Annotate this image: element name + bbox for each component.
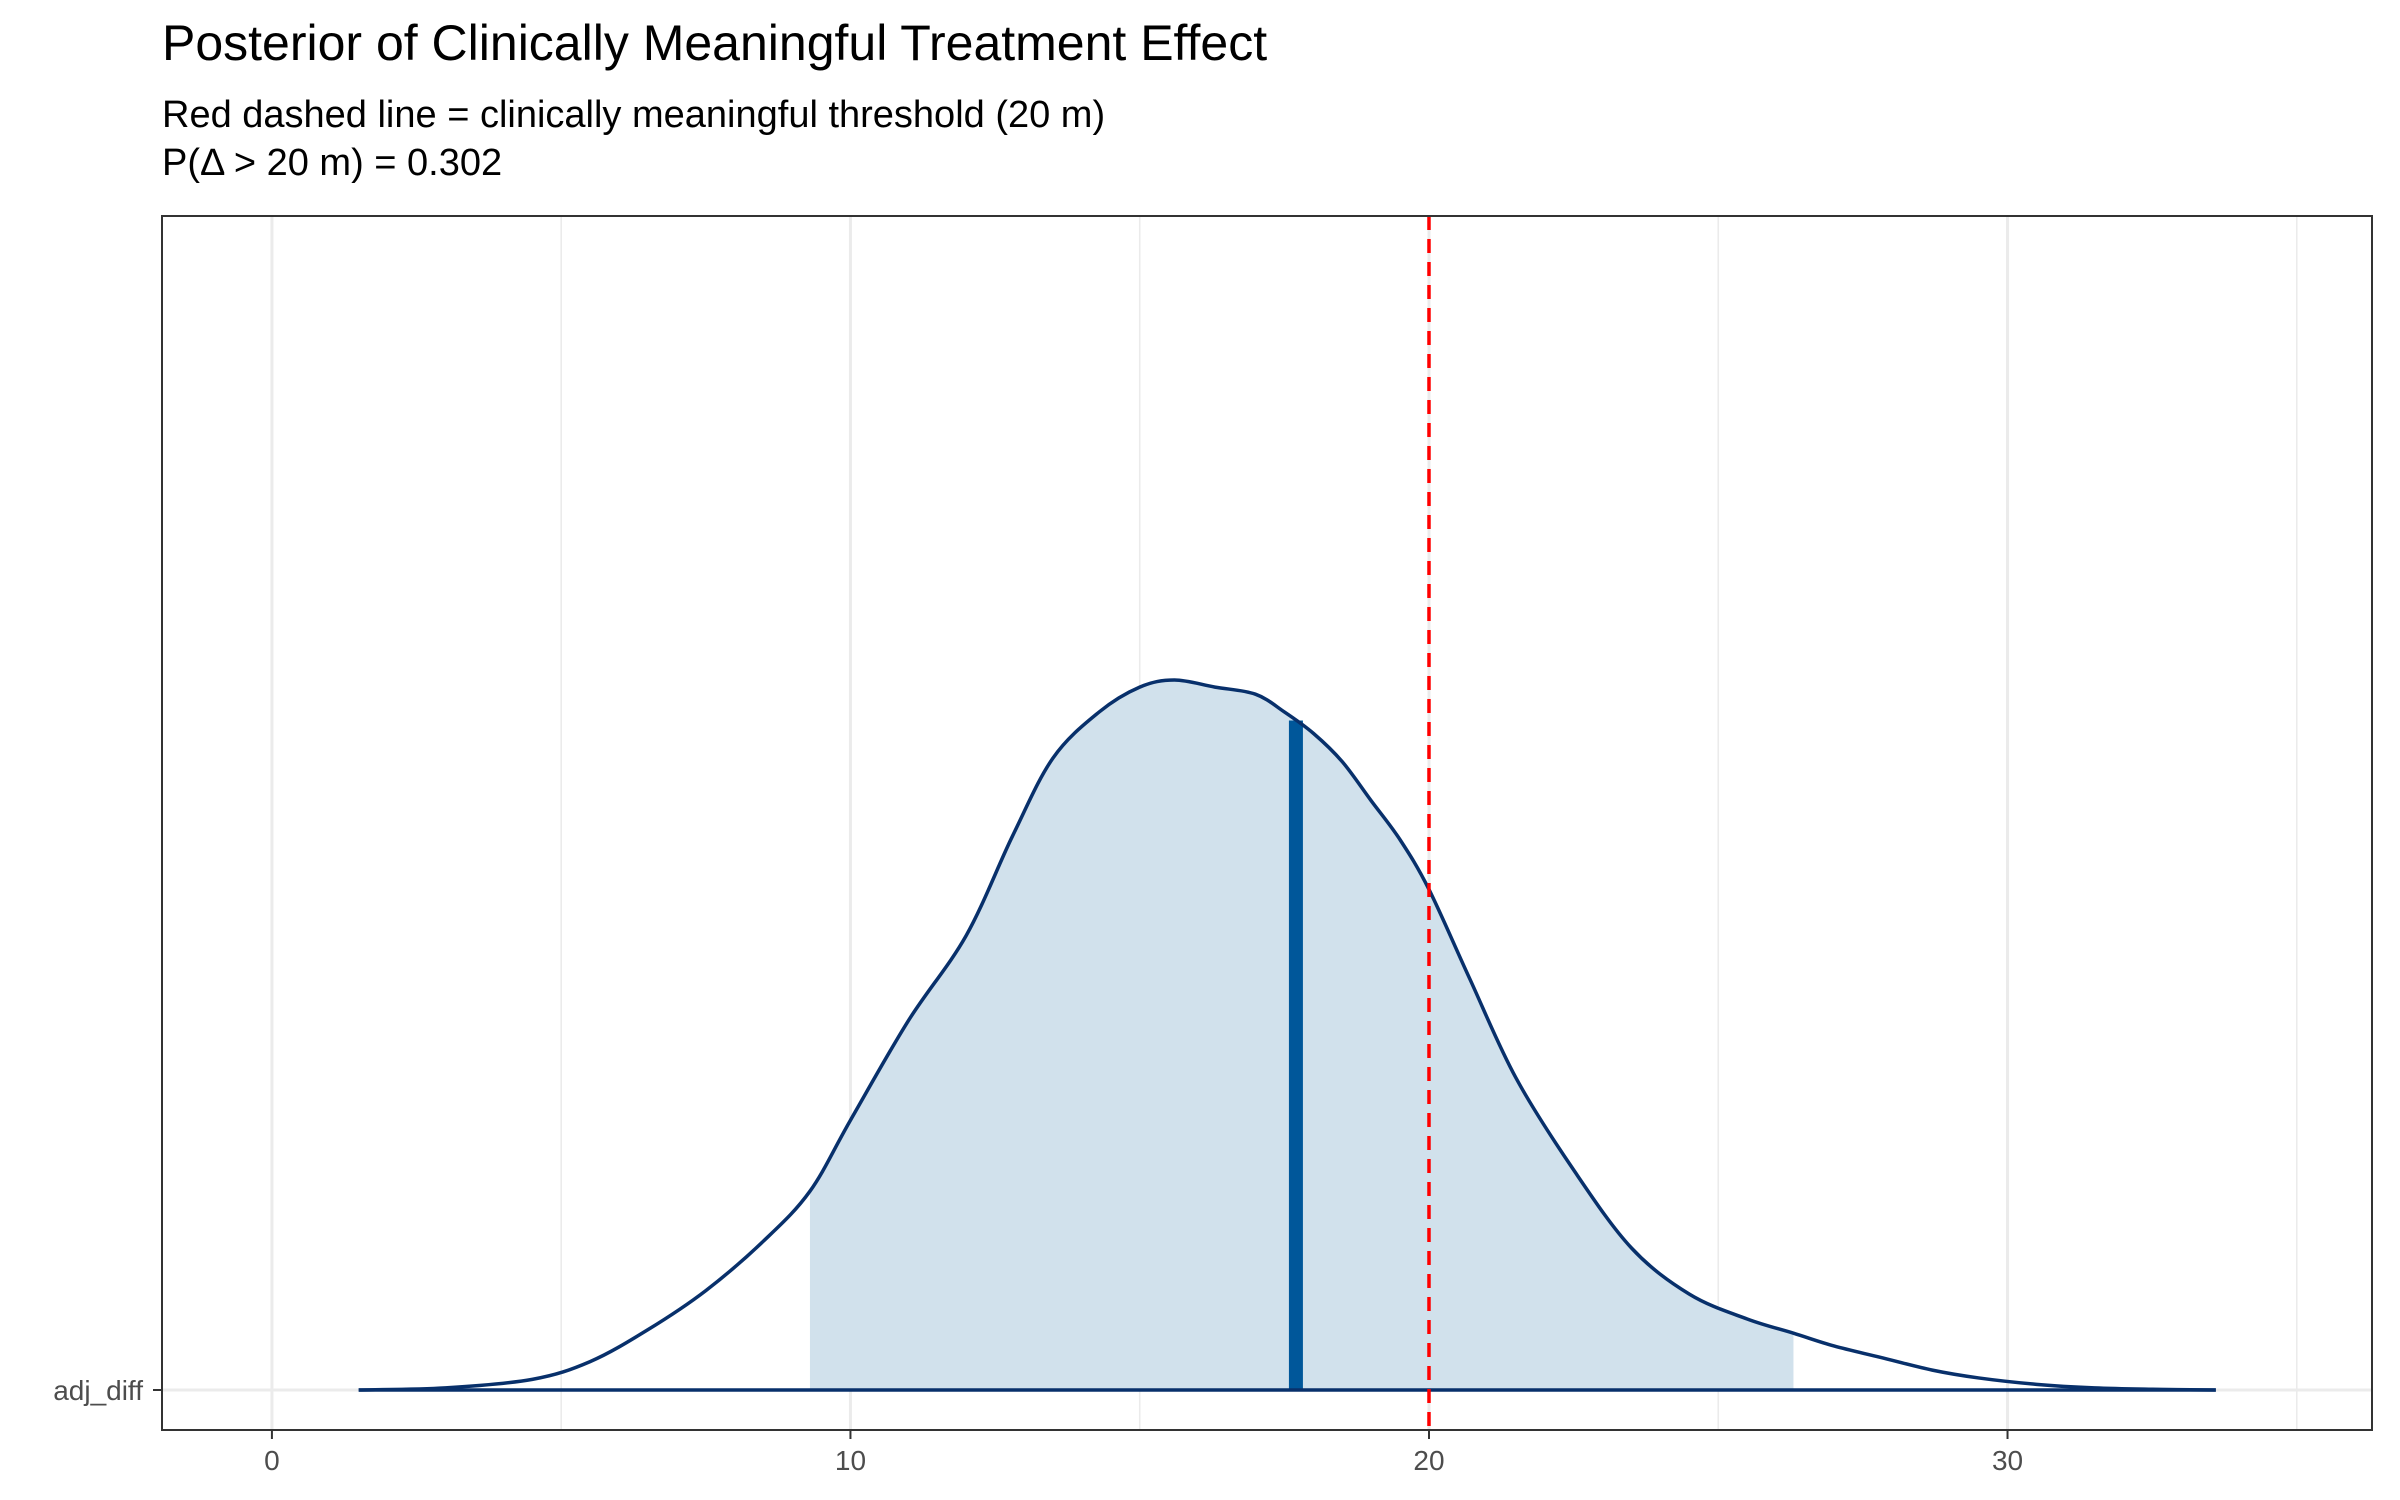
- chart-subtitle-line-2: P(Δ > 20 m) = 0.302: [162, 142, 503, 184]
- x-tick-label-10: 10: [835, 1445, 866, 1476]
- axis-layer: 0 10 20 30 adj_diff: [53, 215, 2373, 1476]
- mark-layer: [358, 216, 2216, 1430]
- y-tick-label: adj_diff: [53, 1375, 143, 1406]
- panel-border: [161, 215, 2373, 1431]
- x-tick-label-0: 0: [264, 1445, 280, 1476]
- x-tick-label-20: 20: [1413, 1445, 1444, 1476]
- chart-subtitle-line-1: Red dashed line = clinically meaningful …: [162, 94, 1106, 136]
- chart-title: Posterior of Clinically Meaningful Treat…: [162, 15, 1268, 71]
- density-curve: [358, 678, 2216, 1392]
- x-tick-label-30: 30: [1992, 1445, 2023, 1476]
